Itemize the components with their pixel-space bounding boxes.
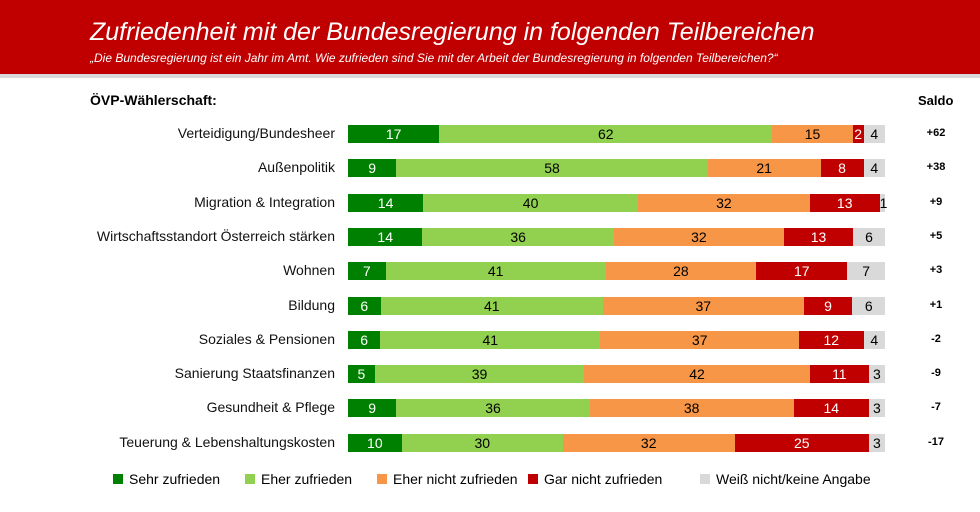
bar-segment: 4 <box>863 125 885 143</box>
bar-segment: 21 <box>707 159 821 178</box>
bar-segment: 17 <box>756 262 848 281</box>
legend-label: Eher nicht zufrieden <box>393 471 518 487</box>
legend-label: Gar nicht zufrieden <box>544 471 663 487</box>
legend-item: Gar nicht zufrieden <box>528 471 662 487</box>
bar-segment: 40 <box>423 193 638 212</box>
legend-item: Weiß nicht/keine Angabe <box>700 471 871 487</box>
bar-segment: 10 <box>348 433 402 452</box>
category-label: Soziales & Pensionen <box>198 330 335 347</box>
legend-item: Eher zufrieden <box>245 471 352 487</box>
saldo-header: Saldo <box>918 93 954 108</box>
saldo-value: +1 <box>929 298 943 311</box>
bar-segment: 32 <box>613 227 784 246</box>
chart-title: Zufriedenheit mit der Bundesregierung in… <box>90 18 815 46</box>
bar-segment: 17 <box>348 125 440 143</box>
saldo-value: -7 <box>931 401 941 414</box>
bar-segment: 7 <box>847 262 885 281</box>
saldo-value: -2 <box>931 332 941 345</box>
bar-segment: 9 <box>348 399 397 418</box>
bar-segment: 6 <box>348 296 381 315</box>
legend-item: Eher nicht zufrieden <box>377 471 518 487</box>
bar-segment: 8 <box>820 159 864 178</box>
bar-segment: 3 <box>868 433 885 452</box>
legend-swatch <box>528 474 538 484</box>
bar-segment: 39 <box>374 365 585 384</box>
bar-segment: 12 <box>799 330 864 349</box>
bar-segment: 6 <box>852 296 885 315</box>
saldo-value: +9 <box>929 195 943 208</box>
bar-segment: 41 <box>380 296 603 315</box>
bar-segment: 25 <box>734 433 869 452</box>
bar-segment: 9 <box>803 296 853 315</box>
saldo-value: -17 <box>928 435 944 448</box>
legend-item: Sehr zufrieden <box>113 471 220 487</box>
legend-label: Sehr zufrieden <box>129 471 221 487</box>
bar-segment: 41 <box>385 262 606 281</box>
category-label: Außenpolitik <box>257 159 335 176</box>
legend-label: Weiß nicht/keine Angabe <box>716 471 871 487</box>
bar-segment: 1 <box>879 193 888 212</box>
bar-segment: 32 <box>562 433 735 452</box>
category-label: Wohnen <box>283 262 335 279</box>
category-label: Wirtschaftsstandort Österreich stärken <box>96 227 335 244</box>
bar-segment: 62 <box>439 125 773 143</box>
bar-segment: 13 <box>783 227 854 246</box>
legend-label: Eher zufrieden <box>261 471 353 487</box>
group-label: ÖVP-Wählerschaft: <box>90 92 217 108</box>
legend-swatch <box>377 474 387 484</box>
category-label: Verteidigung/Bundesheer <box>177 125 335 141</box>
bar-segment: 42 <box>584 365 810 384</box>
bar-segment: 6 <box>348 330 381 349</box>
bar-segment: 11 <box>809 365 869 384</box>
bar-segment: 7 <box>348 262 386 281</box>
bar-segment: 38 <box>589 399 794 418</box>
saldo-value: +5 <box>929 229 943 242</box>
bar-segment: 14 <box>793 399 869 418</box>
bar-segment: 28 <box>605 262 757 281</box>
legend-swatch <box>700 474 710 484</box>
bar-segment: 37 <box>602 296 804 315</box>
category-label: Teuerung & Lebenshaltungskosten <box>119 433 335 450</box>
bar-segment: 13 <box>809 193 880 212</box>
legend-swatch <box>113 474 123 484</box>
saldo-value: +62 <box>926 127 946 139</box>
bar-segment: 32 <box>637 193 810 212</box>
header-band: Zufriedenheit mit der Bundesregierung in… <box>0 0 980 78</box>
bar-segment: 41 <box>380 330 601 349</box>
bar-segment: 3 <box>868 365 885 384</box>
legend-swatch <box>245 474 255 484</box>
saldo-value: +3 <box>929 264 943 277</box>
category-label: Gesundheit & Pflege <box>206 399 335 416</box>
bar-segment: 14 <box>348 193 424 212</box>
bar-segment: 2 <box>852 125 864 143</box>
bar-segment: 14 <box>348 227 423 246</box>
bar-segment: 6 <box>853 227 885 246</box>
category-label: Migration & Integration <box>194 193 335 210</box>
bar-segment: 30 <box>401 433 563 452</box>
bar-segment: 37 <box>600 330 800 349</box>
bar-segment: 36 <box>396 399 590 418</box>
bar-segment: 58 <box>396 159 708 178</box>
category-label: Bildung <box>288 296 335 313</box>
saldo-value: -9 <box>931 367 941 380</box>
chart-subtitle: „Die Bundesregierung ist ein Jahr im Amt… <box>90 51 778 65</box>
bar-segment: 3 <box>868 399 885 418</box>
saldo-value: +38 <box>926 161 946 174</box>
bar-segment: 15 <box>772 125 853 143</box>
bar-segment: 4 <box>863 159 885 178</box>
bar-segment: 5 <box>348 365 375 384</box>
bar-segment: 36 <box>422 227 614 246</box>
bar-segment: 4 <box>863 330 885 349</box>
category-label: Sanierung Staatsfinanzen <box>174 365 335 382</box>
bar-segment: 9 <box>348 159 397 178</box>
